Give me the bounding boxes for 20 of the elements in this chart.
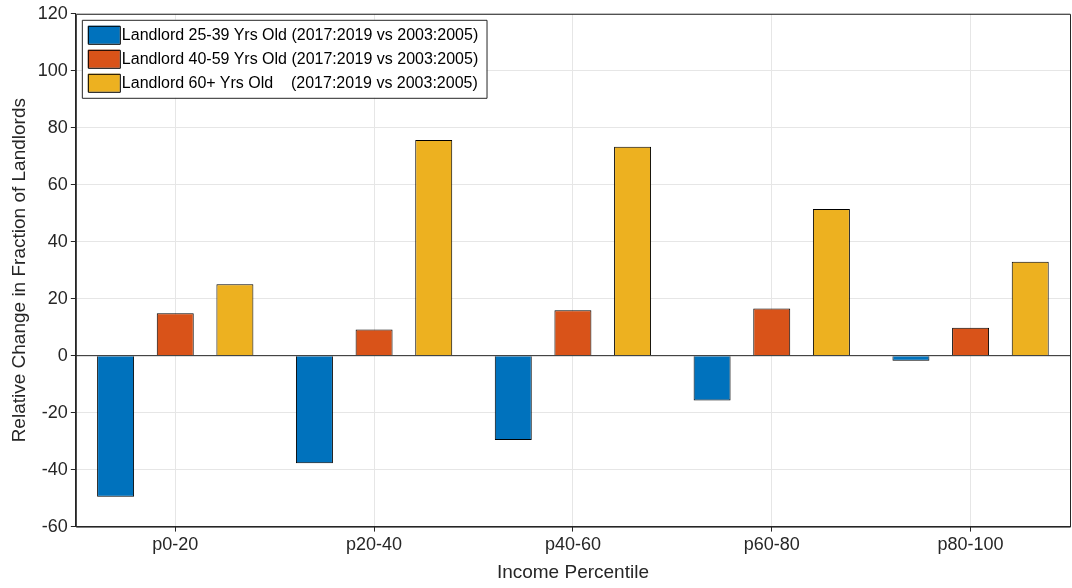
legend-label: Landlord 25-39 Yrs Old (2017:2019 vs 2003:2005) (121, 26, 479, 44)
y-tick-label: -40 (41, 458, 68, 479)
y-tick-label: 40 (47, 230, 68, 251)
x-tick-label: p0-20 (152, 534, 199, 555)
x-tick-label: p40-60 (544, 534, 601, 555)
legend-label: Landlord 60+ Yrs Old (2017:2019 vs 2003:2005) (121, 74, 478, 92)
y-tick-label: 100 (37, 59, 68, 80)
x-tick-label: p20-40 (346, 534, 403, 555)
y-axis-title: Relative Change in Fraction of Landlords (7, 98, 29, 443)
y-tick-label: 120 (37, 2, 68, 23)
y-tick-label: -60 (41, 515, 68, 536)
y-tick-label: 0 (57, 344, 68, 365)
y-tick-label: 80 (47, 116, 68, 137)
x-tick-label: p60-80 (743, 534, 800, 555)
x-tick-label: p80-100 (937, 534, 1004, 555)
x-axis-title: Income Percentile (496, 560, 649, 582)
y-tick-label: 60 (47, 173, 68, 194)
y-tick-label: -20 (41, 401, 68, 422)
legend-label: Landlord 40-59 Yrs Old (2017:2019 vs 2003:2005) (121, 50, 479, 68)
y-tick-label: 20 (47, 287, 68, 308)
